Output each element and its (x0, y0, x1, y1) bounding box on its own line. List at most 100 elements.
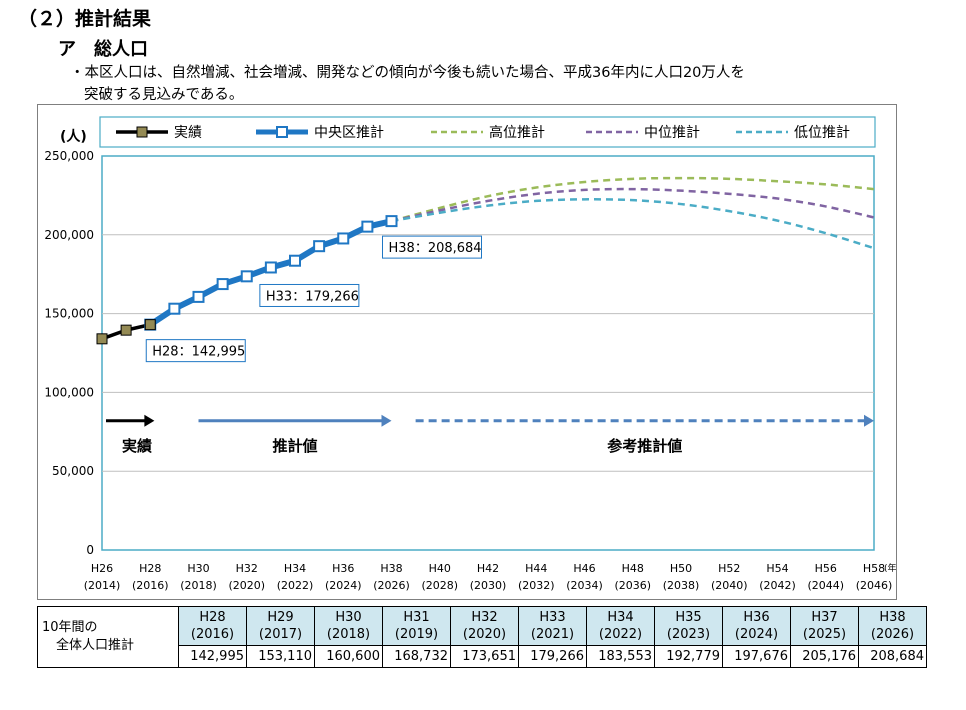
series-line (391, 187, 875, 223)
data-point (385, 215, 398, 228)
x-tick-label: H58 (863, 562, 885, 575)
phase-arrow-head (144, 414, 155, 427)
table-header-cell: H32 (2020) (450, 606, 519, 646)
table-value-cell: 142,995 (178, 645, 247, 668)
table-row-header-line2: 全体人口推計 (56, 638, 135, 653)
population-table: 10年間の 全体人口推計 H28 (2016) H29 (2017) H30 (2018)… (37, 606, 927, 668)
x-tick-year-label: (2022) (277, 579, 314, 592)
data-point (361, 220, 374, 233)
data-point (216, 278, 229, 291)
table-value-cell: 160,600 (314, 645, 383, 668)
table-value-row: 142,995 153,110 160,600 168,732 173,651 179,2… (38, 645, 927, 668)
table-header-row: 10年間の 全体人口推計 H28 (2016) H29 (2017) H30 (2018)… (37, 606, 927, 668)
table-header-era: H36 (743, 610, 770, 625)
series-line (391, 176, 875, 223)
data-point (144, 319, 156, 331)
table-value-cell: 208,684 (858, 645, 927, 668)
y-tick-label: 0 (86, 543, 94, 557)
x-tick-label: H42 (477, 562, 499, 575)
table-header-era: H35 (675, 610, 702, 625)
x-tick-label: H54 (766, 562, 788, 575)
x-tick-label: H32 (236, 562, 258, 575)
x-tick-label: H26 (91, 562, 113, 575)
table-header-era: H29 (267, 610, 294, 625)
table-header-cell: H29 (2017) (246, 606, 315, 646)
y-axis-label: (人) (60, 128, 87, 145)
y-tick-label: 50,000 (52, 464, 94, 478)
table-header-year: (2018) (326, 627, 371, 642)
table-value-cell: 173,651 (450, 645, 519, 668)
x-tick-label: H28 (139, 562, 161, 575)
x-tick-year-label: (2024) (325, 579, 362, 592)
table-header-year: (2023) (666, 627, 711, 642)
table-header-cell: H38 (2026) (858, 606, 927, 646)
x-tick-label: H30 (187, 562, 209, 575)
y-tick-label: 250,000 (44, 149, 94, 163)
table-header-year: (2021) (530, 627, 575, 642)
x-tick-label: H36 (332, 562, 354, 575)
table-header-year: (2025) (802, 627, 847, 642)
x-tick-year-label: (2044) (807, 579, 844, 592)
table-header-era: H32 (471, 610, 498, 625)
table-value-cell: 153,110 (246, 645, 315, 668)
table-header-era: H38 (879, 610, 906, 625)
legend-label: 高位推計 (489, 124, 545, 141)
legend-marker (276, 126, 288, 138)
table-header-year: (2024) (734, 627, 779, 642)
data-point (313, 240, 326, 253)
table-header-era: H34 (607, 610, 634, 625)
table-header-cell: H35 (2023) (654, 606, 723, 646)
table-row-header-line1: 10年間の (42, 620, 98, 635)
table-header-year: (2022) (598, 627, 643, 642)
table-header-cell: H30 (2018) (314, 606, 383, 646)
x-tick-label: H40 (429, 562, 451, 575)
y-tick-label: 100,000 (44, 385, 94, 399)
x-tick-label: H48 (622, 562, 644, 575)
x-tick-label: H50 (670, 562, 692, 575)
table-header-cell: H36 (2024) (722, 606, 791, 646)
x-tick-year-label: (2018) (180, 579, 217, 592)
phase-label: 推計値 (272, 437, 317, 455)
x-tick-year-label: (2034) (566, 579, 603, 592)
x-tick-year-label: (2036) (614, 579, 651, 592)
x-tick-label: H38 (380, 562, 402, 575)
legend-label: 低位推計 (794, 125, 850, 141)
table-header-year: (2016) (190, 627, 235, 642)
x-tick-year-label: (2042) (759, 579, 796, 592)
table-header-era: H33 (539, 610, 566, 625)
legend-box (99, 116, 876, 148)
x-tick-year-label: (2032) (518, 579, 555, 592)
data-point (240, 270, 253, 283)
data-point (96, 333, 108, 345)
table-value-cell: 168,732 (382, 645, 451, 668)
x-tick-label: H46 (573, 562, 595, 575)
legend-label: 実績 (174, 125, 202, 141)
x-tick-year-label: (2038) (663, 579, 700, 592)
table-value-cell: 192,779 (654, 645, 723, 668)
table-header-cell: H37 (2025) (790, 606, 859, 646)
table-header-year: (2019) (394, 627, 439, 642)
data-point (168, 302, 181, 315)
x-tick-label: H34 (284, 562, 306, 575)
x-tick-year-label: (2040) (711, 579, 748, 592)
x-tick-label: H56 (815, 562, 837, 575)
x-tick-year-label: (2020) (228, 579, 265, 592)
x-tick-year-label: (2014) (84, 579, 121, 592)
table-header-cell: H28 (2016) (178, 606, 247, 646)
phase-label: 参考推計値 (607, 437, 682, 455)
x-tick-label: H44 (525, 562, 547, 575)
table-header-cell: H31 (2019) (382, 606, 451, 646)
phase-arrow-head (864, 414, 874, 427)
data-point (192, 290, 205, 303)
data-point (264, 261, 277, 274)
x-axis-unit: (年) (884, 562, 896, 574)
x-tick-year-label: (2046) (856, 579, 893, 592)
callout-box (145, 339, 246, 363)
section-title: （２）推計結果 (18, 8, 152, 30)
callout-label: H38：208,684 (389, 241, 482, 256)
table-header-year: (2020) (462, 627, 507, 642)
table-header-year: (2017) (258, 627, 303, 642)
summary-note: ・本区人口は、自然増減、社会増減、開発などの傾向が今後も続いた場合、平成36年内… (70, 62, 940, 106)
data-point (120, 324, 132, 336)
y-tick-label: 200,000 (44, 228, 94, 242)
